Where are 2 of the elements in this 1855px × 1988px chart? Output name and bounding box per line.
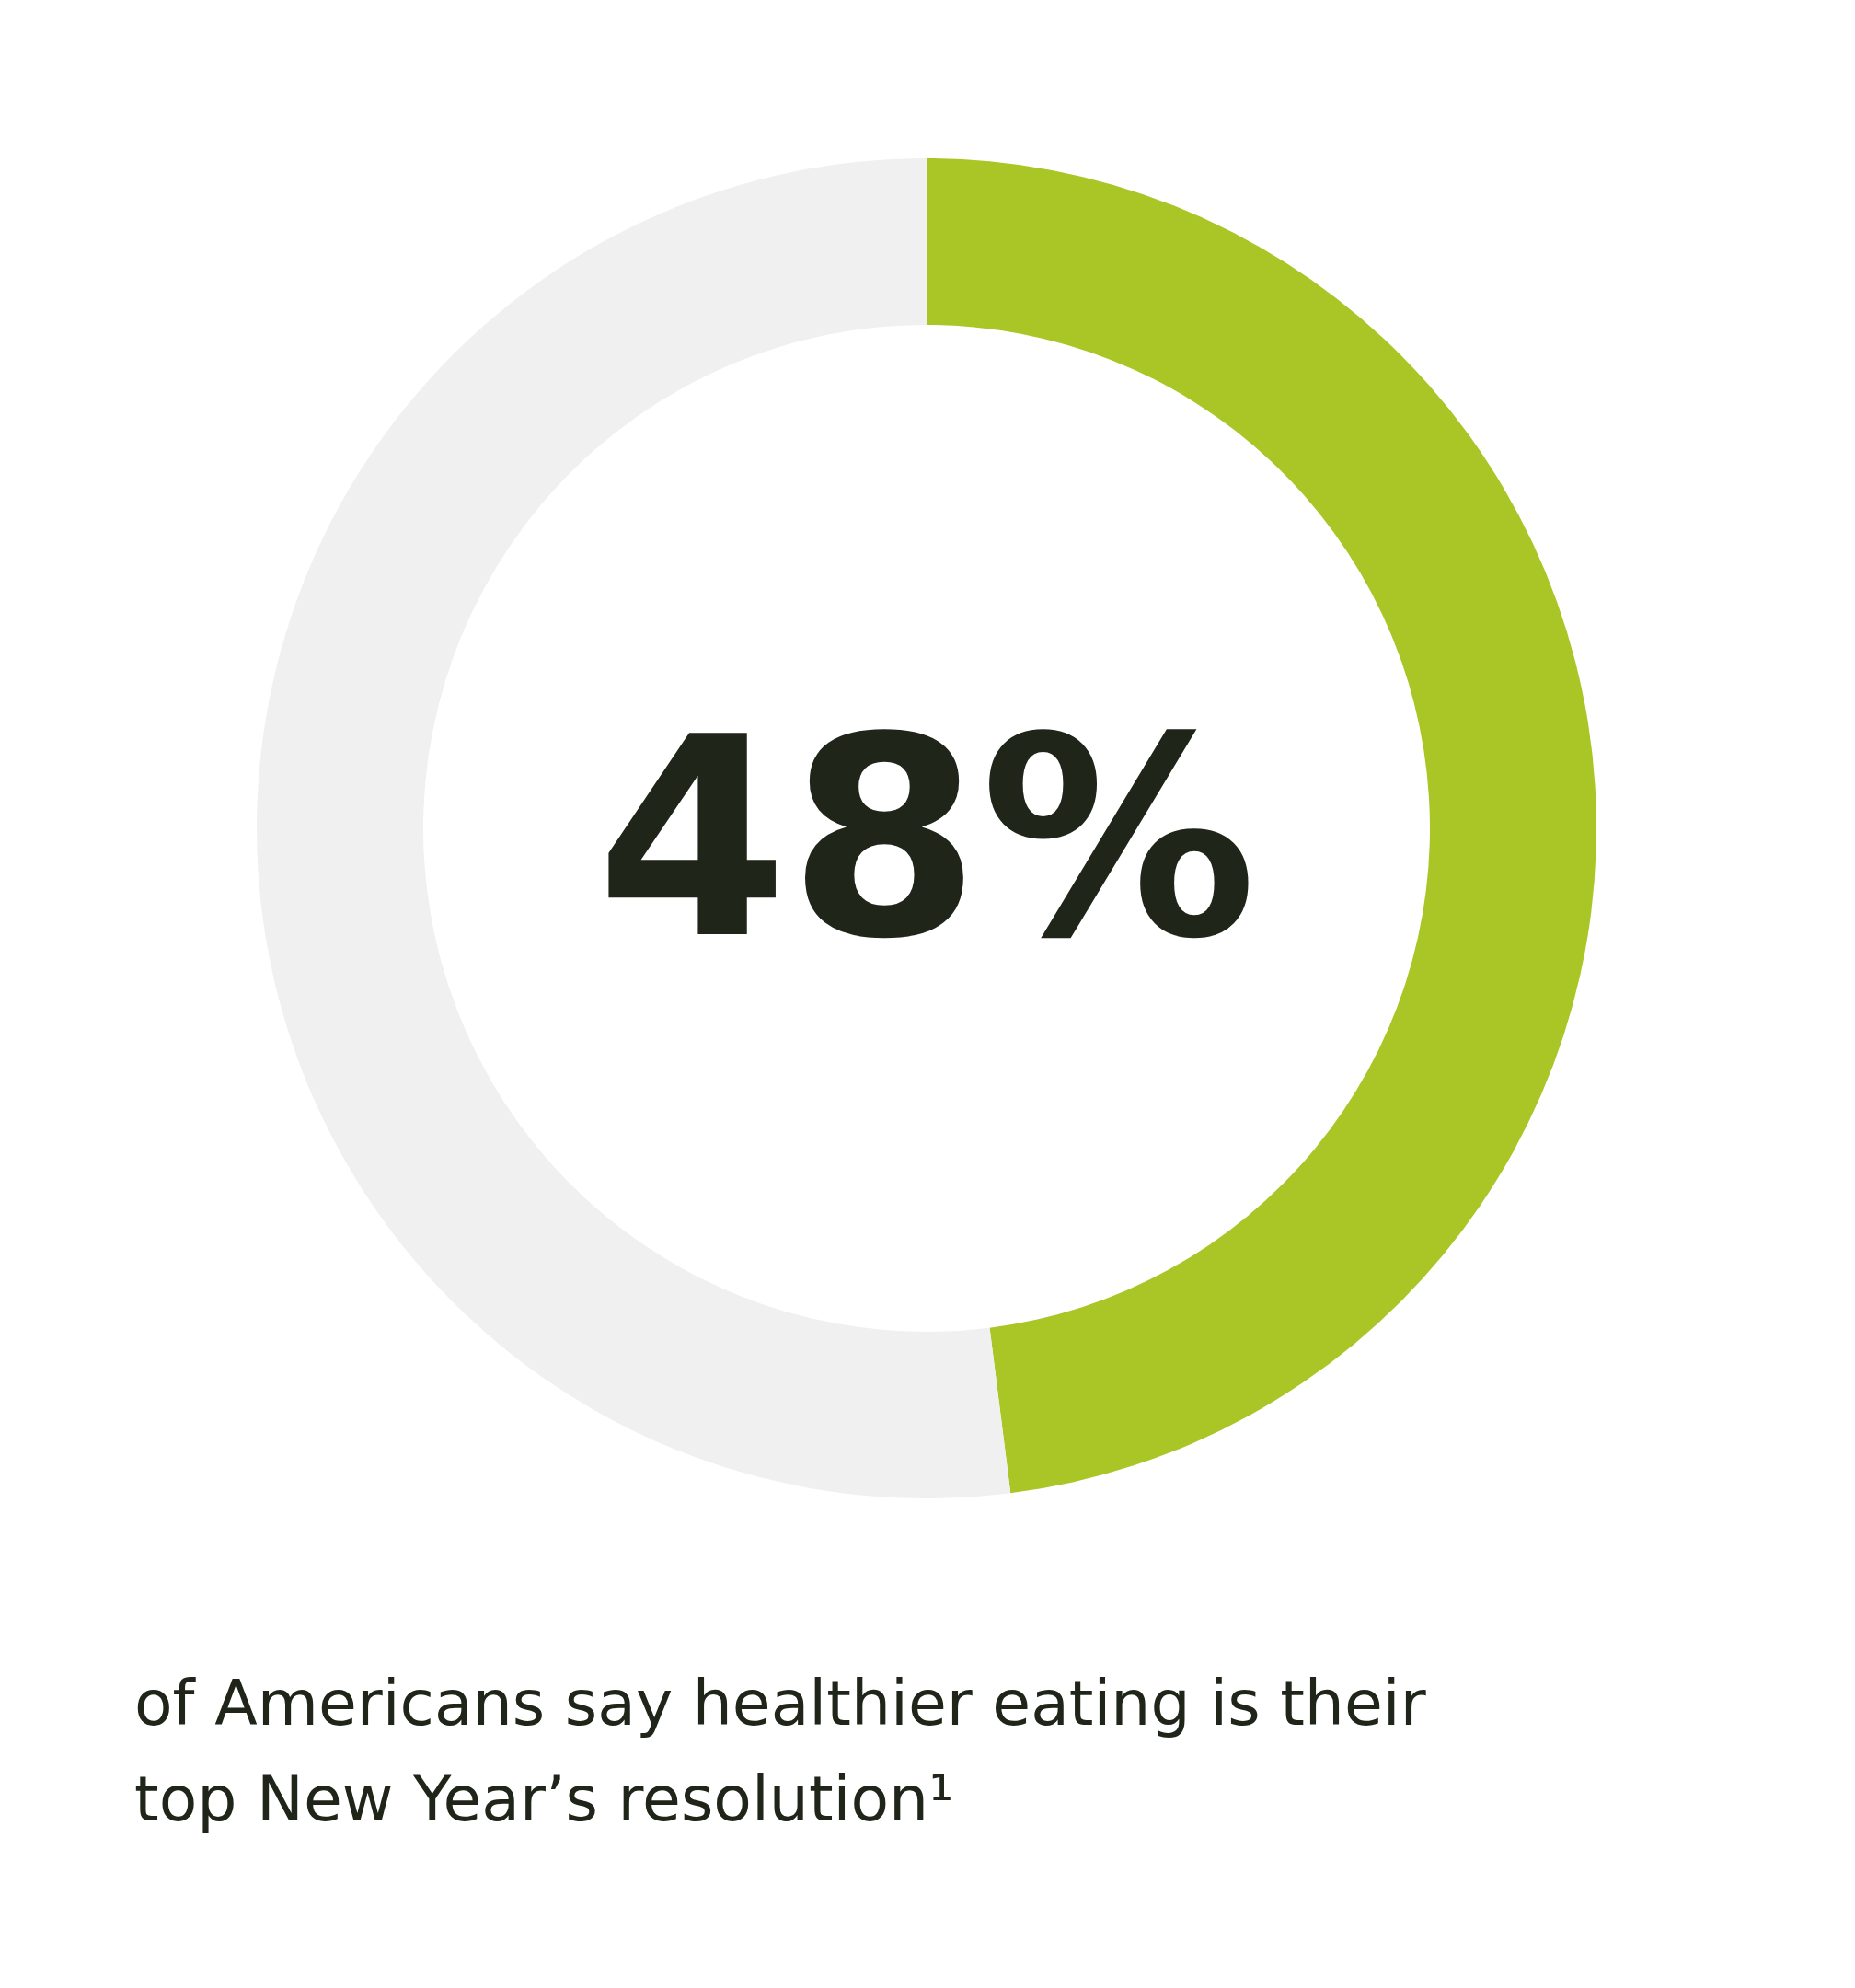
text: of Americans say healthier eating is their top New Year’s resolution¹ bbox=[134, 1667, 1426, 1835]
data-label: 48% bbox=[595, 678, 1258, 1000]
